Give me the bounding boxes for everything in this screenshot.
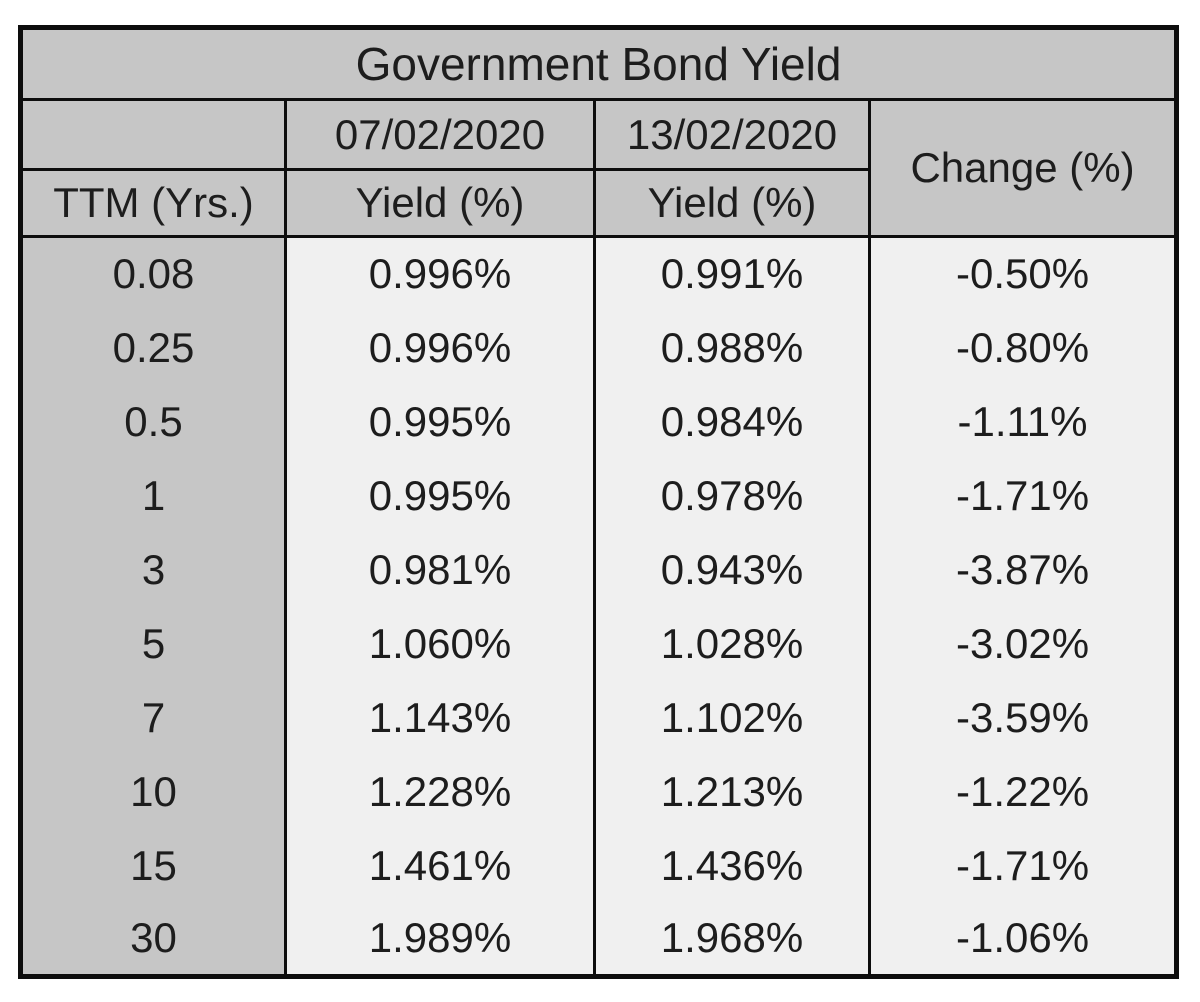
- yield-header-1: Yield (%): [284, 168, 596, 238]
- table-title: Government Bond Yield: [18, 26, 1179, 101]
- yield1-value: 1.461%: [284, 828, 596, 903]
- table-row: 0.08 0.996% 0.991% -0.50%: [19, 236, 1179, 311]
- change-value: -3.59%: [867, 680, 1179, 755]
- column-labels-row: TTM (Yrs.) Yield (%) Yield (%): [19, 168, 1177, 238]
- yield2-value: 0.991%: [593, 236, 871, 311]
- yield1-value: 1.989%: [284, 902, 596, 977]
- ttm-value: 0.5: [19, 384, 287, 459]
- yield1-value: 0.996%: [284, 310, 596, 385]
- table-row: 0.5 0.995% 0.984% -1.11%: [19, 384, 1179, 459]
- ttm-value: 10: [19, 754, 287, 829]
- ttm-value: 30: [19, 902, 287, 977]
- change-value: -3.87%: [867, 532, 1179, 607]
- yield2-value: 0.978%: [593, 458, 871, 533]
- yield1-value: 0.981%: [284, 532, 596, 607]
- yield1-value: 0.996%: [284, 236, 596, 311]
- table-row: 15 1.461% 1.436% -1.71%: [19, 828, 1179, 903]
- table-row: 5 1.060% 1.028% -3.02%: [19, 606, 1179, 681]
- ttm-value: 1: [19, 458, 287, 533]
- ttm-value: 3: [19, 532, 287, 607]
- ttm-value: 0.25: [19, 310, 287, 385]
- yield1-value: 1.060%: [284, 606, 596, 681]
- yield-header-2: Yield (%): [593, 168, 871, 238]
- yield2-value: 0.943%: [593, 532, 871, 607]
- yield1-value: 1.143%: [284, 680, 596, 755]
- yield2-value: 1.102%: [593, 680, 871, 755]
- change-value: -0.80%: [867, 310, 1179, 385]
- change-value: -1.22%: [867, 754, 1179, 829]
- ttm-value: 5: [19, 606, 287, 681]
- yield1-value: 1.228%: [284, 754, 596, 829]
- yield2-value: 1.213%: [593, 754, 871, 829]
- ttm-value: 0.08: [19, 236, 287, 311]
- yield2-value: 1.436%: [593, 828, 871, 903]
- ttm-value: 7: [19, 680, 287, 755]
- corner-cell: [19, 98, 287, 171]
- change-value: -1.11%: [867, 384, 1179, 459]
- change-value: -1.71%: [867, 458, 1179, 533]
- change-header: Change (%): [867, 98, 1179, 238]
- dates-header-row: 07/02/2020 13/02/2020 Change (%): [19, 98, 1179, 238]
- table-row: 1 0.995% 0.978% -1.71%: [19, 458, 1179, 533]
- government-bond-yield-table: Government Bond Yield 07/02/2020 13/02/2…: [18, 25, 1180, 979]
- yield2-value: 1.968%: [593, 902, 871, 977]
- change-value: -1.71%: [867, 828, 1179, 903]
- table-row: 3 0.981% 0.943% -3.87%: [19, 532, 1179, 607]
- yield2-value: 0.984%: [593, 384, 871, 459]
- change-value: -1.06%: [867, 902, 1179, 977]
- yield2-value: 1.028%: [593, 606, 871, 681]
- yield1-value: 0.995%: [284, 384, 596, 459]
- yield2-value: 0.988%: [593, 310, 871, 385]
- change-value: -0.50%: [867, 236, 1179, 311]
- table-row: 30 1.989% 1.968% -1.06%: [19, 902, 1179, 977]
- ttm-value: 15: [19, 828, 287, 903]
- date-header-1: 07/02/2020: [284, 98, 596, 171]
- date-header-2: 13/02/2020: [593, 98, 871, 171]
- ttm-header: TTM (Yrs.): [19, 168, 287, 238]
- table-row: 0.25 0.996% 0.988% -0.80%: [19, 310, 1179, 385]
- yield1-value: 0.995%: [284, 458, 596, 533]
- table-row: 7 1.143% 1.102% -3.59%: [19, 680, 1179, 755]
- table-row: 10 1.228% 1.213% -1.22%: [19, 754, 1179, 829]
- change-value: -3.02%: [867, 606, 1179, 681]
- title-row: Government Bond Yield: [18, 26, 1179, 101]
